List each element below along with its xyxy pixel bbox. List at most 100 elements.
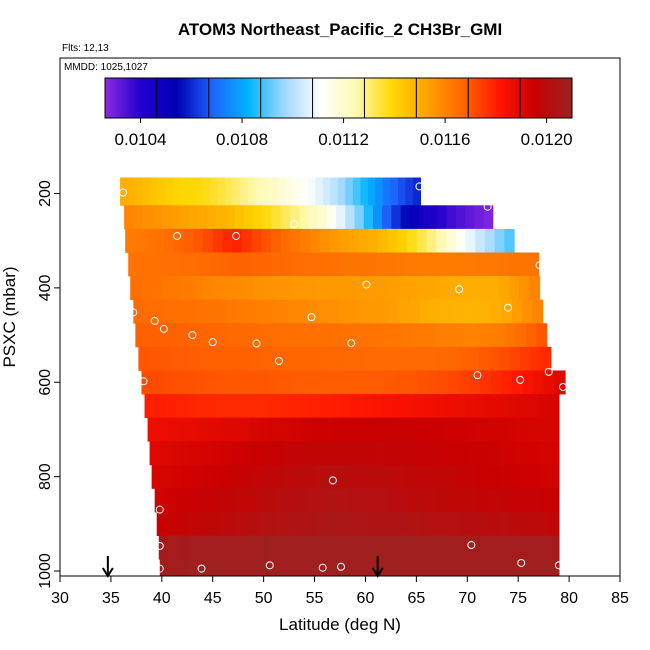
- colorbar-tick-label: 0.0116: [420, 130, 471, 149]
- heatmap-cell: [454, 323, 466, 348]
- heatmap-cell: [279, 370, 291, 395]
- heatmap-cell: [276, 299, 288, 324]
- heatmap-cells: [120, 177, 566, 577]
- heatmap-cell: [154, 228, 165, 253]
- sample-marker: [265, 561, 274, 570]
- heatmap-cell: [478, 276, 489, 301]
- heatmap-cell: [194, 370, 206, 395]
- x-tick-label: 85: [611, 590, 629, 607]
- heatmap-cell: [356, 488, 368, 513]
- heatmap-cell: [355, 464, 367, 489]
- heatmap-cell: [208, 535, 220, 560]
- heatmap-cell: [207, 512, 218, 537]
- heatmap-cell: [159, 346, 170, 371]
- heatmap-cell: [253, 205, 263, 230]
- heatmap-cell: [248, 323, 260, 348]
- heatmap-cell: [221, 441, 233, 466]
- heatmap-cell: [382, 177, 391, 206]
- heatmap-cell: [212, 228, 223, 253]
- heatmap-cell: [290, 205, 300, 230]
- heatmap-cell: [456, 252, 468, 277]
- heatmap-cell: [160, 276, 172, 301]
- heatmap-cell: [286, 299, 298, 324]
- heatmap-cell: [166, 512, 178, 537]
- heatmap-cell: [478, 488, 489, 513]
- heatmap-cell: [447, 346, 459, 371]
- heatmap-cell: [369, 559, 380, 577]
- heatmap-cell: [548, 512, 560, 537]
- heatmap-cell: [367, 177, 376, 206]
- heatmap-cell: [189, 346, 201, 371]
- heatmap-cell: [517, 417, 529, 442]
- heatmap-cell: [428, 205, 439, 230]
- sample-marker: [483, 202, 492, 211]
- heatmap-cell: [227, 512, 238, 537]
- heatmap-cell: [426, 464, 438, 489]
- heatmap-cell: [355, 276, 367, 301]
- heatmap-cell: [329, 559, 340, 577]
- heatmap-cell: [269, 323, 280, 348]
- plot-frame: [59, 57, 621, 577]
- heatmap-cell: [204, 370, 217, 395]
- heatmap-cell: [225, 299, 237, 324]
- heatmap-cell: [368, 535, 380, 560]
- x-axis-title: Latitude (deg N): [279, 615, 401, 634]
- heatmap-cell: [469, 559, 480, 577]
- heatmap-cell: [434, 394, 446, 419]
- heatmap-cell: [409, 205, 420, 230]
- heatmap-cell: [418, 512, 429, 537]
- heatmap-cell: [241, 346, 253, 371]
- heatmap-cell: [509, 559, 520, 577]
- heatmap-cell: [218, 535, 230, 560]
- heatmap-cell: [446, 252, 458, 277]
- x-tick-label: 50: [255, 590, 273, 607]
- heatmap-cell: [257, 370, 270, 395]
- heatmap-cell: [195, 177, 204, 206]
- heatmap-cell: [344, 346, 356, 371]
- heatmap-cell: [262, 346, 274, 371]
- heatmap-cell: [231, 346, 243, 371]
- heatmap-cell: [179, 346, 191, 371]
- heatmap-cell: [292, 177, 301, 206]
- heatmap-cell: [433, 323, 445, 348]
- heatmap-cell: [427, 370, 439, 395]
- heatmap-cell: [322, 177, 331, 206]
- heatmap-cell: [317, 299, 329, 324]
- heatmap-cell: [528, 559, 540, 577]
- heatmap-cell: [527, 394, 539, 419]
- heatmap-cell: [300, 370, 312, 395]
- heatmap-cell: [345, 177, 354, 206]
- heatmap-cell: [217, 323, 229, 348]
- heatmap-cell: [538, 441, 550, 466]
- heatmap-cell: [406, 276, 418, 301]
- heatmap-cell: [528, 252, 540, 277]
- sample-marker: [473, 371, 482, 380]
- heatmap-cell: [416, 228, 428, 253]
- heatmap-cell: [407, 228, 418, 253]
- heatmap-cell: [378, 299, 390, 324]
- heatmap-cell: [153, 299, 165, 324]
- heatmap-cell: [528, 488, 540, 513]
- heatmap-cell: [240, 417, 251, 442]
- heatmap-cell: [508, 488, 520, 513]
- heatmap-cell: [407, 488, 419, 513]
- heatmap-cell: [508, 512, 520, 537]
- heatmap-cell: [508, 276, 520, 301]
- heatmap-cell: [202, 228, 214, 253]
- heatmap-cell: [497, 252, 509, 277]
- heatmap-cell: [263, 464, 275, 489]
- heatmap-cell: [532, 299, 544, 324]
- colorbar: [105, 78, 572, 118]
- heatmap-cell: [307, 299, 319, 324]
- heatmap-cell: [455, 205, 466, 230]
- heatmap-cell: [395, 370, 407, 395]
- heatmap-cell: [215, 299, 227, 324]
- heatmap-cell: [406, 370, 418, 395]
- heatmap-cell: [255, 488, 267, 513]
- heatmap-cell: [507, 252, 519, 277]
- heatmap-cell: [427, 488, 439, 513]
- heatmap-cell: [405, 252, 417, 277]
- heatmap-cell: [261, 228, 272, 253]
- heatmap-cell: [279, 559, 291, 577]
- heatmap-cell: [348, 535, 360, 560]
